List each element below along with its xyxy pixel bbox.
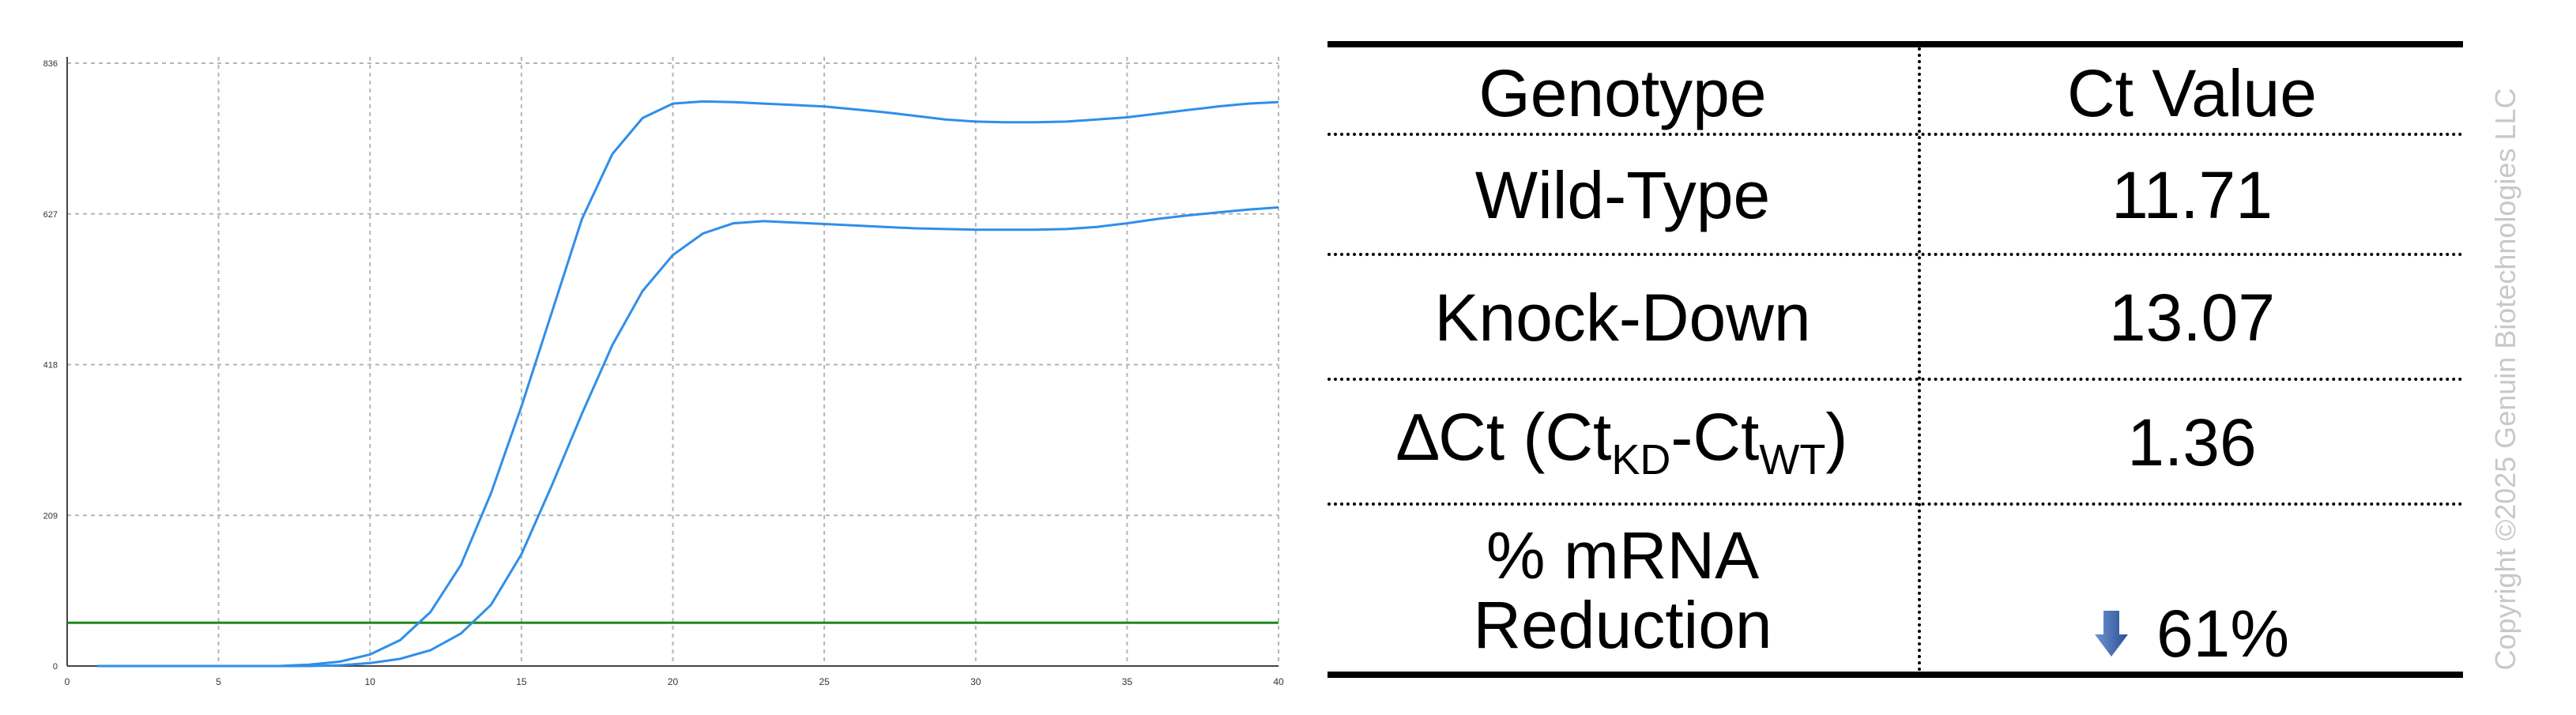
delta-ct-label: ∆Ct (CtKD-CtWT) [1328, 381, 1918, 504]
row-divider [1328, 502, 2463, 506]
reduction-value-cell: 61% [1921, 594, 2463, 673]
reduction-label-line1: % mRNA [1486, 517, 1760, 593]
delta-ct-mid: -Ct [1670, 400, 1760, 475]
row-divider [1328, 253, 2463, 256]
y-tick-label: 0 [53, 662, 58, 672]
table-column-divider [1918, 47, 1921, 672]
reduction-value: 61% [2156, 596, 2290, 671]
table-bottom-rule [1328, 672, 2463, 678]
header-genotype: Genotype [1478, 55, 1767, 130]
delta-ct-value: 1.36 [2127, 405, 2257, 480]
delta-ct-prefix: ∆Ct (Ct [1397, 400, 1612, 475]
row-divider [1328, 378, 2463, 381]
delta-ct-sub-wt: WT [1759, 436, 1826, 484]
x-tick-label: 35 [1122, 676, 1133, 687]
x-tick-label: 15 [516, 676, 527, 687]
x-tick-label: 0 [65, 676, 70, 687]
amplification-chart: 0 5 10 15 20 25 30 35 40 0 209 418 627 836 [43, 57, 1284, 687]
x-tick-label: 30 [970, 676, 981, 687]
genotype-knock-down: Knock-Down [1434, 280, 1811, 355]
copyright-notice: Copyright ©2025 Genuin Biotechnologies L… [2489, 88, 2521, 671]
down-arrow-icon [2094, 611, 2128, 657]
genotype-wild-type: Wild-Type [1474, 157, 1771, 232]
ct-value-table: Genotype Ct Value Wild-Type 11.71 Knock-… [1328, 41, 2463, 678]
y-tick-label: 836 [43, 59, 58, 69]
reduction-label: % mRNA Reduction [1328, 509, 1918, 672]
ct-knock-down: 13.07 [2108, 280, 2276, 355]
delta-ct-sub-kd: KD [1611, 436, 1671, 484]
x-tick-label: 25 [819, 676, 830, 687]
y-tick-label: 418 [43, 361, 58, 371]
ct-wild-type: 11.71 [2111, 157, 2273, 232]
table-top-rule [1328, 41, 2463, 47]
y-tick-label: 627 [43, 210, 58, 220]
x-tick-label: 5 [216, 676, 221, 687]
x-tick-label: 20 [668, 676, 679, 687]
x-tick-label: 40 [1273, 676, 1284, 687]
y-tick-label: 209 [43, 511, 58, 521]
reduction-label-line2: Reduction [1473, 588, 1772, 662]
header-ct-value: Ct Value [2067, 55, 2317, 130]
series-line-1 [97, 100, 1279, 668]
x-tick-label: 10 [365, 676, 376, 687]
delta-ct-suffix: ) [1825, 400, 1848, 475]
series-line-2 [97, 206, 1279, 668]
row-divider [1328, 133, 2463, 136]
